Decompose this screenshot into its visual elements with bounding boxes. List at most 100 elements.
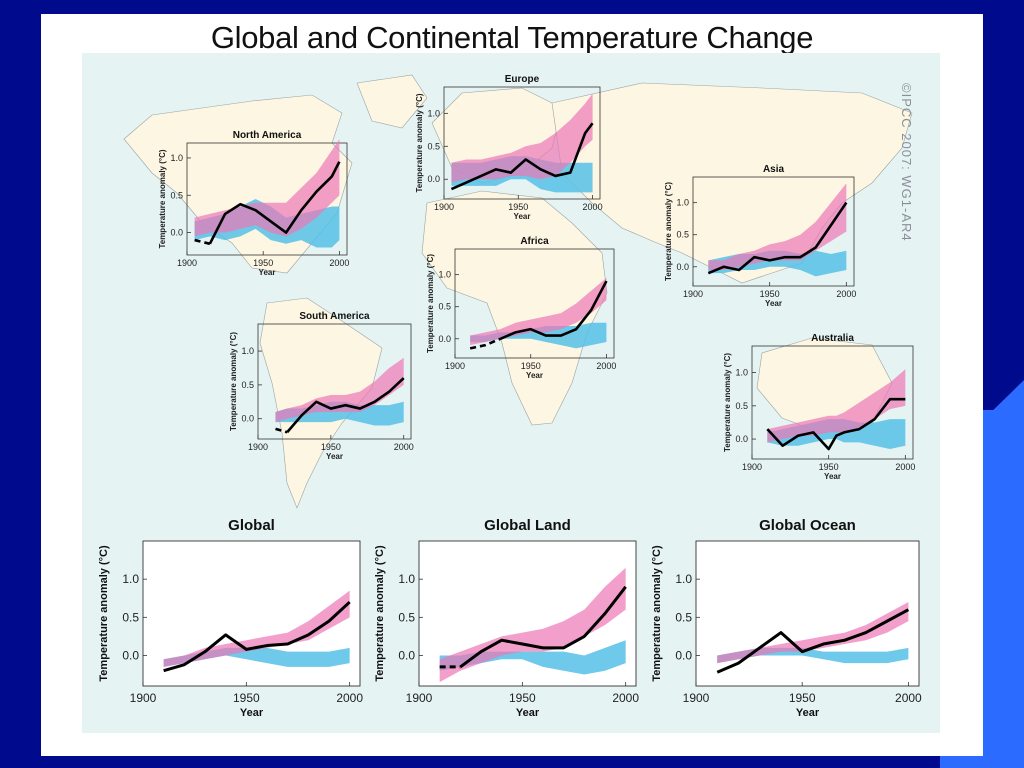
x-tick-label: 1950 (508, 202, 528, 212)
observed-line-global-ocean (716, 608, 910, 674)
y-tick-label: 0.5 (241, 380, 254, 390)
landmass-asia (551, 82, 913, 284)
x-tick-label: 2000 (583, 202, 603, 212)
x-tick-label: 1900 (406, 691, 433, 705)
x-tick-label: 2000 (596, 361, 616, 371)
chart-title: North America (233, 130, 302, 141)
chart-title: South America (299, 311, 370, 322)
y-tick-label: 0.0 (675, 648, 692, 662)
y-tick-label: 1.0 (676, 198, 689, 208)
landmass-africa (421, 190, 608, 426)
y-tick-label: 0.5 (170, 190, 183, 200)
all-forcing-band-europe (451, 93, 593, 183)
y-axis-label: Temperature anomaly (°C) (374, 545, 386, 682)
y-tick-label: 1.0 (675, 572, 692, 586)
x-tick-label: 2000 (895, 691, 922, 705)
y-tick-label: 0.5 (427, 141, 440, 151)
plot-frame-australia (751, 345, 914, 460)
observed-line-dashed-south-america (275, 427, 288, 434)
temperature-figure: ©IPCC 2007: WG1-AR4 1900 1950 2000 0.0 0.5 1.… (98, 74, 922, 719)
all-forcing-band-north-america (194, 139, 340, 237)
observed-line-global (163, 600, 351, 673)
plot-frame-south-america (257, 323, 412, 440)
continent-shapes (123, 74, 913, 509)
chart-north-america: 1900 1950 2000 0.0 0.5 1.0 Year Temperature ano… (158, 130, 349, 277)
x-tick-label: 1950 (760, 289, 780, 299)
x-tick-label: 2000 (329, 258, 349, 268)
y-tick-label: 1.0 (427, 108, 440, 118)
copyright-credit: ©IPCC 2007: WG1-AR4 (899, 83, 914, 242)
observed-line-australia (766, 397, 906, 451)
observed-line-dashed-north-america (194, 238, 211, 246)
chart-africa: 1900 1950 2000 0.0 0.5 1.0 Year Temperature ano… (426, 236, 616, 380)
observed-line-africa (499, 280, 608, 340)
y-axis-label: Temperature anomaly (°C) (415, 93, 424, 192)
x-tick-label: 1950 (233, 691, 260, 705)
y-tick-label: 0.0 (427, 174, 440, 184)
natural-forcing-band-global-land (439, 640, 626, 675)
chart-global-land: 1900 1950 2000 0.0 0.5 1.0 Year Temperature ano… (374, 517, 639, 719)
y-axis-label: Temperature anomaly (°C) (723, 353, 732, 452)
landmass-greenland (356, 74, 428, 129)
x-axis-label: Year (765, 299, 782, 308)
all-forcing-band-africa (470, 277, 607, 346)
observed-line-global-land (459, 585, 627, 669)
x-tick-label: 1900 (248, 442, 268, 452)
y-axis-label: Temperature anomaly (°C) (664, 182, 673, 281)
x-tick-label: 1900 (445, 361, 465, 371)
chart-title: Global Ocean (759, 517, 856, 534)
y-axis-label: Temperature anomaly (°C) (158, 149, 167, 248)
all-forcing-band-asia (708, 183, 847, 270)
plot-frame-north-america (186, 142, 348, 256)
chart-title: Global Land (484, 517, 571, 534)
observed-line-europe (450, 122, 594, 191)
chart-title: Global (228, 517, 275, 534)
y-tick-label: 1.0 (735, 368, 748, 378)
y-tick-label: 1.0 (122, 572, 139, 586)
plot-frame-global-ocean (695, 540, 920, 687)
y-tick-label: 1.0 (398, 572, 415, 586)
all-forcing-band-australia (767, 369, 906, 443)
y-axis-label: Temperature anomaly (°C) (651, 545, 663, 682)
x-tick-label: 1900 (742, 462, 762, 472)
x-tick-label: 1950 (321, 442, 341, 452)
x-tick-label: 2000 (836, 289, 856, 299)
x-tick-label: 1950 (789, 691, 816, 705)
y-tick-label: 0.5 (398, 610, 415, 624)
y-tick-label: 1.0 (438, 270, 451, 280)
x-tick-label: 2000 (336, 691, 363, 705)
y-tick-label: 0.5 (675, 610, 692, 624)
y-tick-label: 0.5 (676, 230, 689, 240)
chart-australia: 1900 1950 2000 0.0 0.5 1.0 Year Temperature ano… (723, 333, 915, 481)
x-axis-label: Year (824, 472, 841, 481)
chart-europe: 1900 1950 2000 0.0 0.5 1.0 Year Temperature ano… (415, 74, 603, 221)
x-axis-label: Year (516, 707, 540, 719)
chart-panels: 1900 1950 2000 0.0 0.5 1.0 Year Temperature ano… (98, 74, 922, 719)
x-axis-label: Year (259, 268, 276, 277)
chart-title: Australia (811, 333, 854, 344)
x-axis-label: Year (326, 452, 343, 461)
x-axis-label: Year (514, 212, 531, 221)
chart-asia: 1900 1950 2000 0.0 0.5 1.0 Year Temperature ano… (664, 164, 856, 308)
chart-global-ocean: 1900 1950 2000 0.0 0.5 1.0 Year Temperature ano… (651, 517, 922, 719)
x-axis-label: Year (240, 707, 264, 719)
y-axis-label: Temperature anomaly (°C) (426, 254, 435, 353)
x-tick-label: 2000 (895, 462, 915, 472)
chart-title: Asia (763, 164, 785, 175)
y-tick-label: 0.0 (241, 414, 254, 424)
observed-line-dashed-africa (469, 337, 501, 350)
y-axis-label: Temperature anomaly (°C) (98, 545, 110, 682)
y-tick-label: 0.5 (735, 401, 748, 411)
slide-accent-corner (983, 380, 1024, 440)
chart-title: Europe (505, 74, 540, 85)
all-forcing-band-global-ocean (717, 602, 909, 664)
x-tick-label: 1900 (434, 202, 454, 212)
y-tick-label: 1.0 (241, 346, 254, 356)
y-tick-label: 0.5 (438, 302, 451, 312)
x-tick-label: 2000 (612, 691, 639, 705)
natural-forcing-band-africa (470, 322, 607, 349)
y-tick-label: 1.0 (170, 153, 183, 163)
chart-global: 1900 1950 2000 0.0 0.5 1.0 Year Temperature ano… (98, 517, 363, 719)
observed-line-north-america (208, 161, 341, 245)
y-tick-label: 0.0 (170, 228, 183, 238)
